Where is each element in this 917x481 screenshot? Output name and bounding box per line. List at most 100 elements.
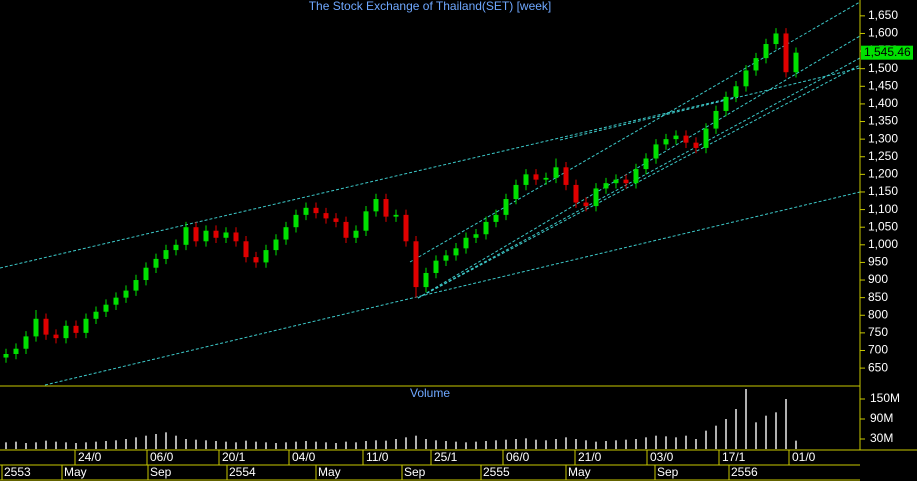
candle-body [583,202,589,207]
y-tick-label: 750 [868,325,888,339]
candle-body [723,96,729,111]
volume-bar [685,435,687,449]
candle-body [663,139,669,145]
candle-body [113,297,119,305]
volume-bar [365,441,367,449]
volume-bar [165,432,167,449]
volume-bar [675,437,677,449]
volume-bar [375,440,377,449]
last-price-box [861,45,913,60]
candle-body [683,135,689,143]
candle-body [623,179,629,184]
volume-bar [345,441,347,449]
candle-body [343,221,349,238]
volume-bar [105,441,107,449]
x-tick-label: 03/0 [650,450,674,464]
period-label: Sep [657,465,679,479]
y2-tick-label: 150M [870,391,900,405]
candle-body [173,244,179,251]
candle-body [413,241,419,288]
candle-body [783,33,789,73]
candle-body [403,214,409,242]
volume-bar [695,439,697,449]
volume-bar [655,435,657,449]
candle-body [313,207,319,214]
candle-body [273,239,279,251]
volume-bar [575,439,577,449]
y-tick-label: 850 [868,290,888,304]
volume-bar [175,435,177,449]
y-tick-label: 1,450 [868,78,898,92]
y2-tick-label: 30M [870,431,893,445]
candle-body [523,174,529,185]
y-tick-label: 900 [868,272,888,286]
y2-tick-label: 90M [870,411,893,425]
volume-title: Volume [410,386,450,400]
candle-body [203,230,209,242]
period-label: 2554 [229,465,256,479]
volume-bar [5,442,7,449]
candle-body [363,211,369,231]
volume-bar [615,440,617,449]
candle-body [593,188,599,207]
candle-body [263,250,269,263]
volume-bar [15,441,17,449]
volume-bar [305,441,307,449]
candle-body [473,234,479,238]
volume-bar [625,439,627,449]
volume-bar [645,437,647,449]
volume-bar [185,439,187,449]
chart-title: The Stock Exchange of Thailand(SET) [wee… [309,0,552,13]
volume-bar [295,441,297,449]
candle-body [613,179,619,184]
volume-bar [385,440,387,449]
volume-bar [795,440,797,449]
candle-body [123,290,129,298]
candle-body [83,318,89,333]
y-tick-label: 1,650 [868,8,898,22]
candle-body [93,311,99,319]
volume-bar [35,442,37,449]
x-tick-label: 25/1 [434,450,458,464]
x-tick-label: 21/0 [578,450,602,464]
candle-body [183,227,189,245]
volume-bar [755,422,757,449]
volume-bar [45,440,47,449]
period-label: May [568,465,591,479]
candle-body [163,250,169,259]
candle-body [483,221,489,235]
volume-bar [125,439,127,449]
volume-bar [565,437,567,449]
candle-body [513,184,519,200]
volume-bar [705,430,707,449]
volume-bar [145,435,147,449]
volume-bar [195,439,197,449]
volume-bar [115,440,117,449]
volume-bar [595,441,597,449]
volume-bar [465,442,467,449]
candle-body [703,128,709,148]
candle-body [393,214,399,217]
y-tick-label: 1,600 [868,26,898,40]
y-tick-label: 1,500 [868,61,898,75]
period-label: May [318,465,341,479]
volume-bar [635,439,637,449]
candle-body [193,227,199,242]
candle-body [153,258,159,268]
candle-body [233,232,239,242]
volume-bar [735,409,737,449]
candle-body [253,257,259,263]
last-price-label: 1,545.46 [864,45,911,59]
volume-bar [215,441,217,449]
volume-bar [765,415,767,449]
candle-body [573,184,579,203]
volume-bar [495,440,497,449]
candle-body [43,318,49,335]
volume-bar [745,389,747,449]
volume-bar [785,399,787,449]
volume-bar [235,442,237,449]
candle-body [373,199,379,212]
candle-body [293,214,299,228]
